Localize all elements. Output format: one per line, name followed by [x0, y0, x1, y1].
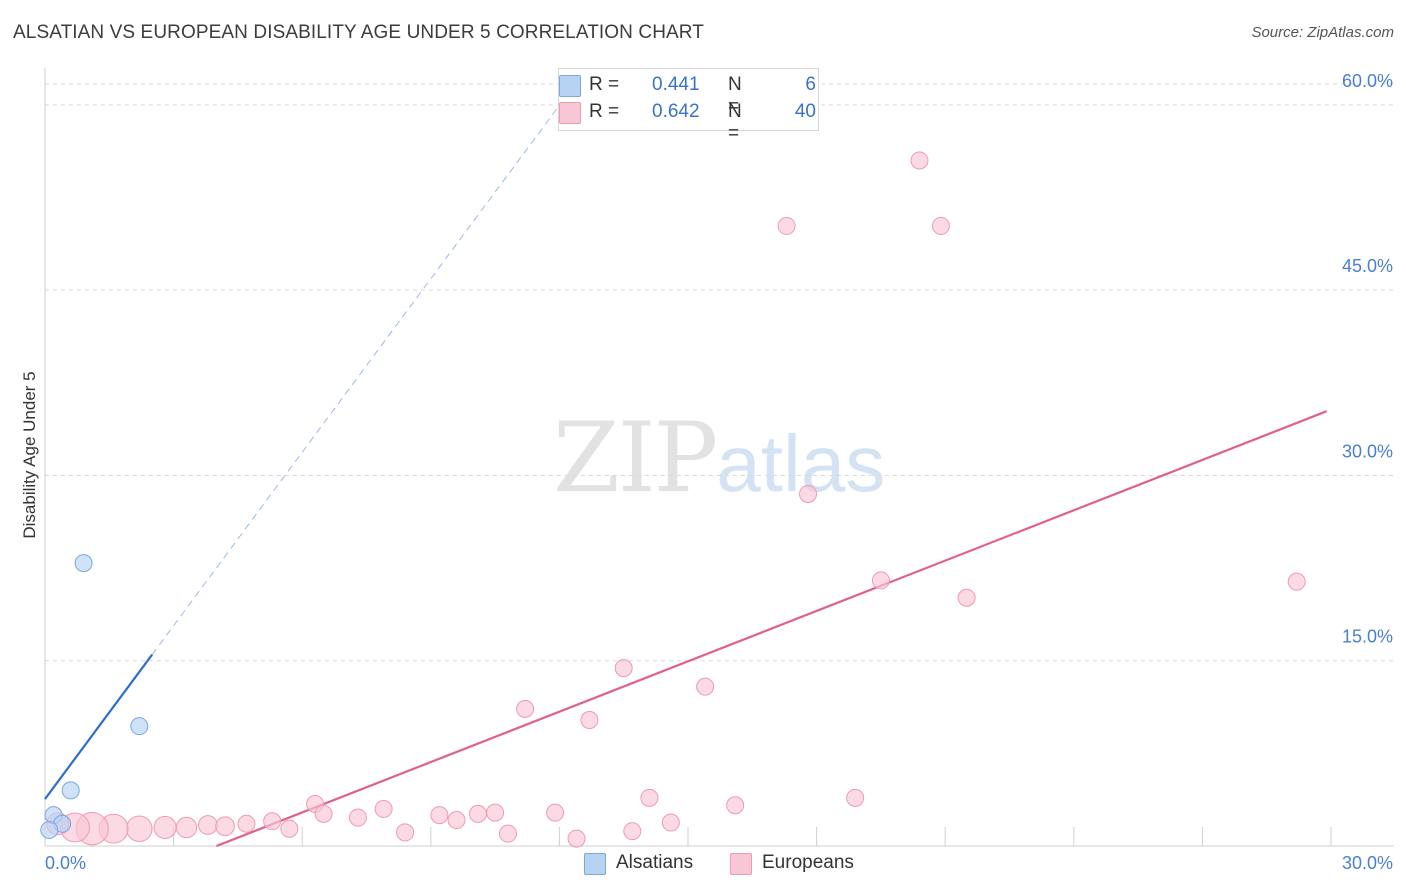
y-tick-label: 45.0%	[1342, 256, 1393, 276]
legend-swatch-alsatians	[559, 75, 581, 97]
europeans-point	[567, 829, 586, 848]
y-tick-label: 60.0%	[1342, 71, 1393, 91]
europeans-point	[726, 796, 745, 815]
y-tick-label: 30.0%	[1342, 441, 1393, 461]
europeans-point	[396, 823, 415, 842]
europeans-point	[696, 677, 715, 696]
legend-r-label: R =	[589, 74, 620, 95]
grid-lines	[45, 83, 1394, 662]
axes	[44, 68, 1394, 847]
europeans-point	[910, 151, 929, 170]
europeans-point	[374, 799, 393, 818]
watermark: ZIPatlas	[553, 402, 885, 514]
europeans-point	[198, 815, 218, 835]
europeans-point	[623, 822, 642, 841]
alsatians-point	[74, 554, 93, 573]
europeans-point	[931, 216, 950, 235]
trend-lines	[44, 93, 1328, 848]
chart-title: ALSATIAN VS EUROPEAN DISABILITY AGE UNDE…	[13, 22, 704, 43]
alsatians-trend-extension	[151, 93, 569, 655]
legend-swatch-europeans	[559, 102, 581, 124]
legend-n-value: 6	[805, 74, 816, 95]
bottom-legend-label-europeans: Europeans	[762, 852, 854, 873]
alsatians-point	[61, 781, 80, 800]
legend-r-label: R =	[589, 101, 620, 122]
europeans-point	[957, 588, 976, 607]
europeans-point	[614, 659, 633, 678]
bottom-legend-label-alsatians: Alsatians	[616, 852, 694, 873]
europeans-point	[516, 699, 535, 718]
europeans-point	[498, 824, 517, 843]
europeans-point	[871, 571, 890, 590]
europeans-point	[314, 804, 333, 823]
legend-n-value: 40	[794, 101, 816, 122]
europeans-point	[1287, 572, 1306, 591]
bottom-legend-swatch-alsatians	[584, 853, 606, 875]
legend-n-label: N =	[728, 101, 742, 144]
bottom-legend-swatch-europeans	[730, 853, 752, 875]
europeans-point	[126, 815, 153, 842]
europeans-point	[846, 788, 865, 807]
europeans-point	[486, 803, 505, 822]
x-tick-label-max: 30.0%	[1342, 853, 1393, 873]
source-credit: Source: ZipAtlas.com	[1251, 24, 1394, 41]
watermark-zip: ZIP	[553, 402, 718, 514]
europeans-point	[661, 813, 680, 832]
europeans-trend-line	[216, 410, 1328, 848]
europeans-point	[777, 216, 796, 235]
y-tick-label: 15.0%	[1342, 627, 1393, 647]
europeans-point	[348, 808, 367, 827]
europeans-point	[280, 819, 299, 838]
europeans-point	[468, 804, 487, 823]
legend-r-value: 0.642	[652, 101, 700, 122]
europeans-point	[546, 803, 565, 822]
europeans-point	[263, 812, 282, 831]
europeans-point	[215, 816, 235, 837]
data-points	[40, 151, 1306, 848]
europeans-point	[430, 806, 449, 825]
europeans-point	[580, 711, 599, 730]
legend-r-value: 0.441	[652, 74, 700, 95]
alsatians-point	[40, 820, 59, 839]
legend-n-label: N =	[728, 74, 742, 117]
europeans-point	[640, 788, 659, 807]
correlation-legend: R = 0.441 N = 6 R = 0.642 N = 40	[558, 68, 819, 144]
europeans-point	[799, 484, 818, 503]
europeans-point	[175, 816, 198, 839]
europeans-point	[153, 815, 177, 840]
europeans-point	[237, 814, 256, 833]
alsatians-point	[130, 717, 149, 736]
europeans-point	[447, 811, 466, 830]
alsatians-trend-line	[44, 653, 154, 800]
x-tick-label-min: 0.0%	[45, 853, 86, 873]
tick-labels: 15.0% 30.0% 45.0% 60.0% 0.0% 30.0%	[45, 71, 1393, 873]
